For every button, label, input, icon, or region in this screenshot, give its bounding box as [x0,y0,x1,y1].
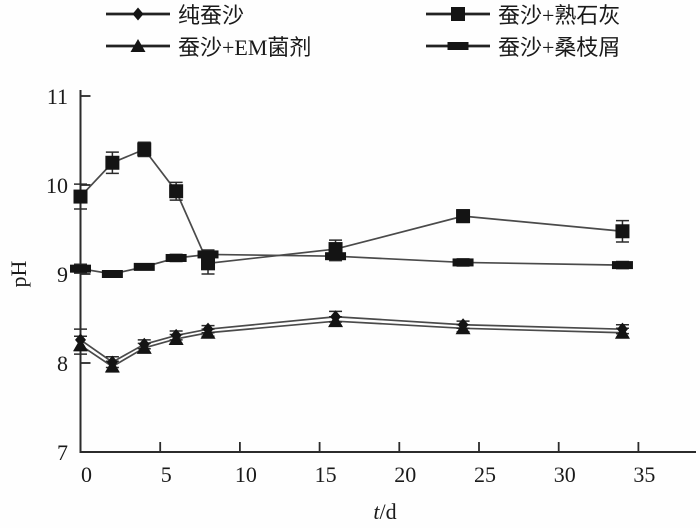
data-point-em-agent-d34 [614,325,630,339]
data-point-em-agent-d2 [104,359,120,373]
x-tick-label-20: 20 [394,462,416,487]
data-point-mulberry-shavings-d2 [101,270,123,278]
legend-label-slaked-lime: 蚕沙+熟石灰 [498,3,620,28]
y-tick-label-11: 11 [47,84,68,109]
data-point-slaked-lime-d4 [137,142,152,157]
data-point-slaked-lime-d6 [169,184,184,199]
data-point-slaked-lime-d2 [105,155,120,170]
y-tick-label-9: 9 [57,262,68,287]
data-point-em-agent-d16 [328,314,344,328]
data-point-slaked-lime-d16 [328,242,343,257]
legend-marker-em-agent [130,39,146,52]
legend-marker-slaked-lime [451,7,465,21]
x-tick-label-30: 30 [554,462,576,487]
series-line-em-agent [80,320,623,368]
axis-lines [79,90,696,453]
x-tick-label-25: 25 [474,462,496,487]
x-tick-label-35: 35 [633,462,655,487]
data-point-slaked-lime-d34 [615,224,630,239]
series-line-pure-silkworm-excrement [80,315,623,364]
y-axis-title: pH [6,260,31,287]
legend-marker-pure-silkworm-excrement [132,7,144,21]
series-line-slaked-lime [79,148,623,265]
x-axis-title: t/d [373,499,396,524]
legend-label-em-agent: 蚕沙+EM菌剂 [178,35,311,60]
data-point-mulberry-shavings-d4 [133,262,155,271]
legend-label-pure-silkworm-excrement: 纯蚕沙 [178,3,244,28]
data-point-slaked-lime-d0 [73,189,88,204]
data-point-em-agent-d0 [73,338,88,352]
data-point-em-agent-d8 [200,325,216,339]
data-point-mulberry-shavings-d0 [70,264,91,273]
data-point-em-agent-d6 [168,331,184,345]
y-tick-label-7: 7 [57,440,68,465]
data-point-em-agent-d24 [455,321,471,335]
x-tick-label-15: 15 [315,462,337,487]
data-point-slaked-lime-d8 [201,256,216,271]
data-point-mulberry-shavings-d8 [197,250,219,259]
data-point-mulberry-shavings-d16 [325,252,347,261]
data-point-mulberry-shavings-d24 [452,258,474,267]
y-tick-label-10: 10 [46,173,68,198]
data-point-em-agent-d4 [136,340,152,354]
legend-marker-mulberry-shavings [447,42,469,50]
data-point-mulberry-shavings-d6 [165,253,187,262]
data-point-mulberry-shavings-d34 [611,261,633,270]
y-tick-label-8: 8 [57,351,68,376]
series-line-mulberry-shavings [80,253,623,275]
x-tick-label-0: 0 [81,462,92,487]
x-tick-label-10: 10 [235,462,257,487]
legend-label-mulberry-shavings: 蚕沙+桑枝屑 [498,35,620,60]
x-tick-label-5: 5 [161,462,172,487]
data-point-slaked-lime-d24 [456,209,471,224]
